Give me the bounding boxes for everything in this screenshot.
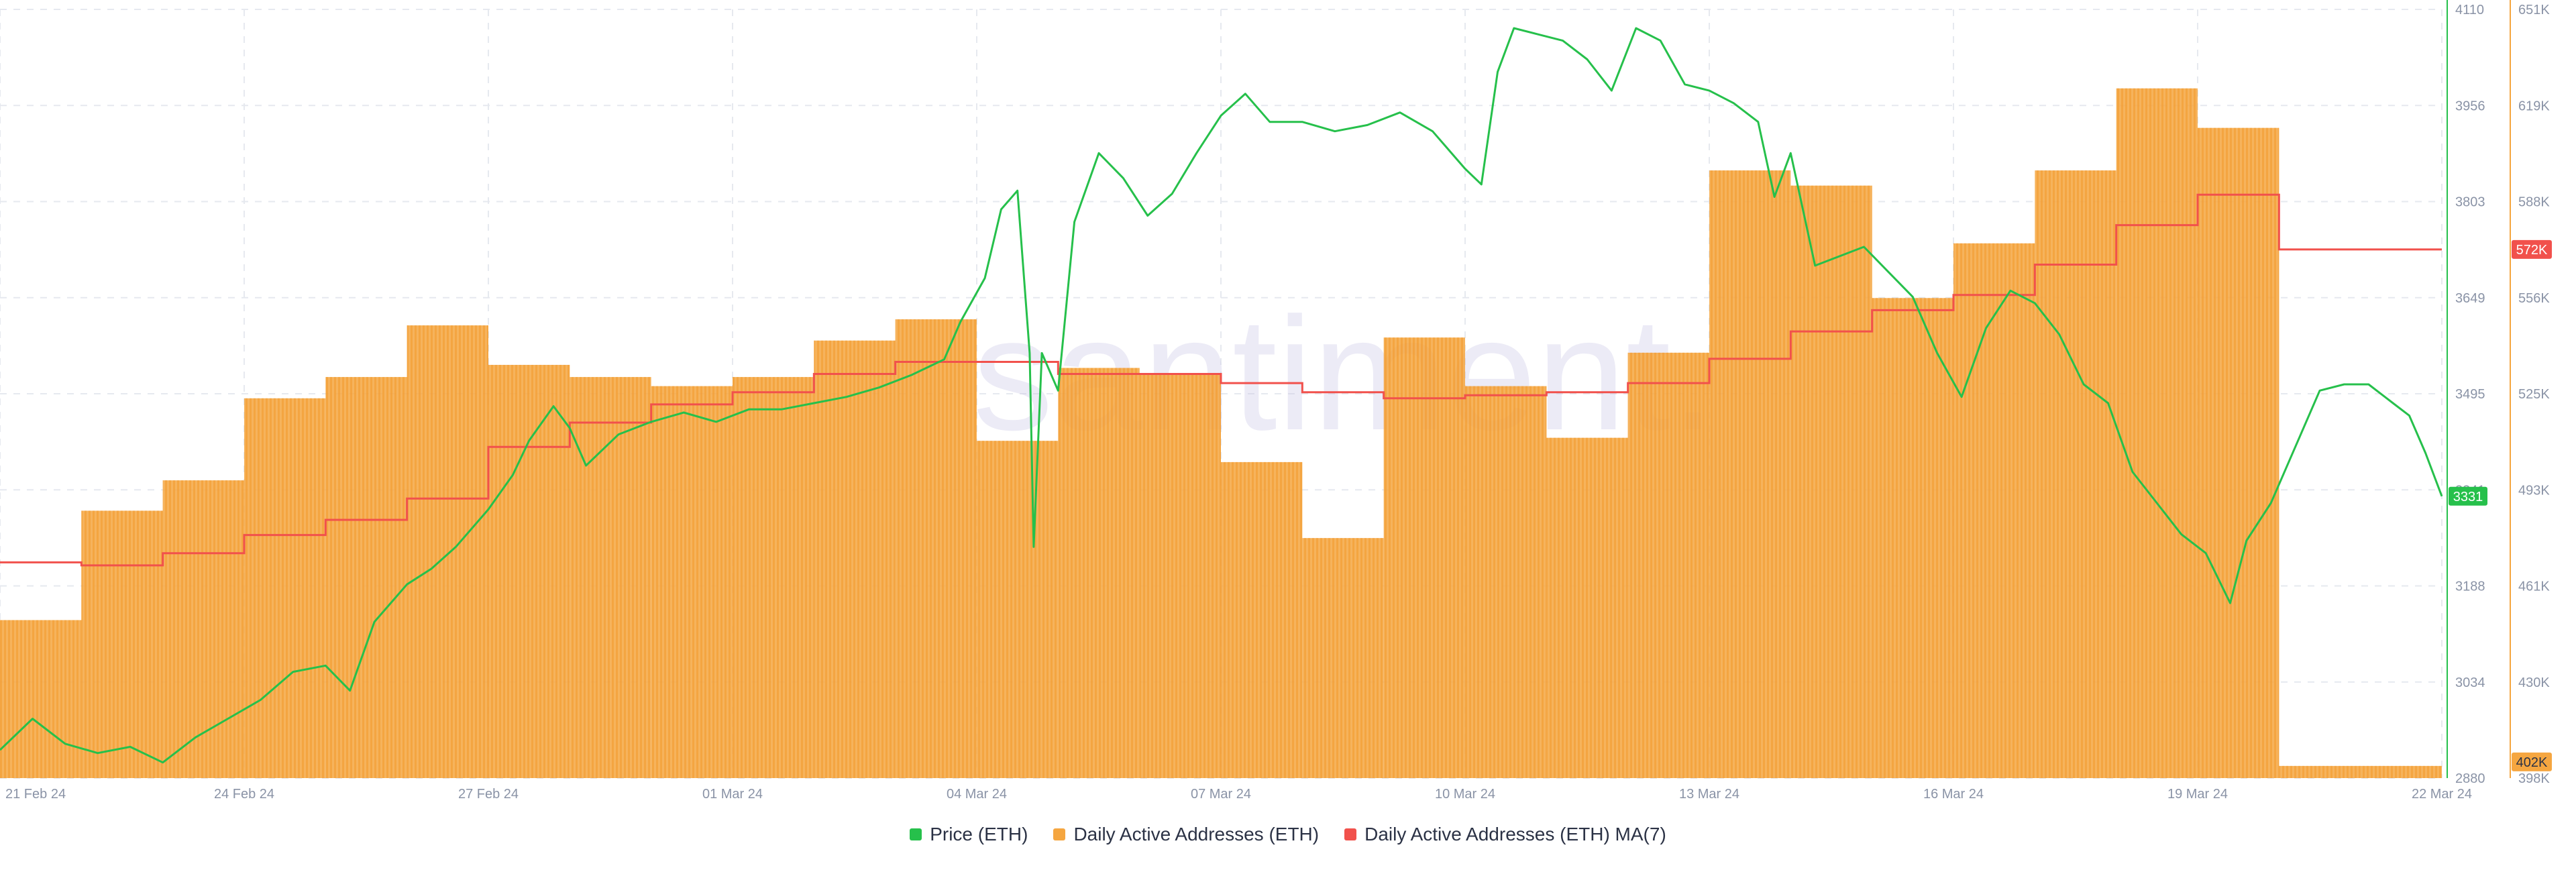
daa-bar-texture <box>325 377 407 778</box>
y-right-tick-label: 493K <box>2518 483 2550 498</box>
y-left-tick-label: 2880 <box>2455 771 2485 786</box>
y-left-tick-label: 3803 <box>2455 195 2485 210</box>
daa-bar-texture <box>733 377 814 778</box>
daa-bar-texture <box>2279 765 2361 778</box>
daa-bar-texture <box>1953 243 2035 779</box>
ma7-last-value-badge-bg <box>2512 239 2552 259</box>
daa-bar-texture <box>1383 337 1465 779</box>
legend-item-price[interactable]: Price (ETH) <box>910 824 1028 845</box>
y-right-tick-label: 556K <box>2518 291 2550 306</box>
daa-bar-texture <box>81 510 163 778</box>
daa-bar-texture <box>1627 352 1709 778</box>
y-right-tick-label: 398K <box>2518 771 2550 786</box>
price-last-value-badge-bg <box>2449 486 2487 506</box>
daa-bar-texture <box>977 441 1059 778</box>
value-badges: 3331 572K 402K <box>2449 239 2552 771</box>
daa-bar-texture <box>407 325 488 778</box>
daily-active-addresses-bars <box>0 88 2442 779</box>
daa-bar-texture <box>1465 386 1547 778</box>
daa-bar-texture <box>244 398 326 778</box>
x-tick-label: 13 Mar 24 <box>1679 787 1739 802</box>
legend-swatch-price <box>910 828 922 840</box>
y-left-tick-label: 3034 <box>2455 675 2485 690</box>
daa-bar-texture <box>1872 298 1953 779</box>
y-right-tick-label: 619K <box>2518 99 2550 113</box>
x-tick-label: 10 Mar 24 <box>1435 787 1495 802</box>
x-tick-label: 24 Feb 24 <box>214 787 274 802</box>
y-right-tick-label: 430K <box>2518 675 2550 690</box>
daa-bar-texture <box>2360 765 2442 778</box>
daa-bar-texture <box>570 377 651 778</box>
y-left-tick-label: 3495 <box>2455 387 2485 402</box>
daa-bar-texture <box>1058 368 1140 778</box>
x-tick-label: 27 Feb 24 <box>458 787 519 802</box>
legend-item-daa[interactable]: Daily Active Addresses (ETH) <box>1053 824 1319 845</box>
legend-swatch-ma7 <box>1344 828 1357 840</box>
x-tick-label: 21 Feb 24 <box>5 787 66 802</box>
daa-bar-texture <box>1790 185 1872 778</box>
daa-bar-texture <box>814 340 896 779</box>
y-right-tick-label: 461K <box>2518 580 2550 594</box>
y-left-tick-label: 3188 <box>2455 580 2485 594</box>
price-last-value-badge: 3331 <box>2453 490 2483 504</box>
daa-bar-texture <box>1139 374 1221 778</box>
y-right-tick-label: 525K <box>2518 387 2550 402</box>
x-tick-label: 22 Mar 24 <box>2412 787 2472 802</box>
daa-bar-texture <box>651 386 733 778</box>
legend: Price (ETH) Daily Active Addresses (ETH)… <box>0 824 2576 845</box>
x-tick-label: 16 Mar 24 <box>1923 787 1984 802</box>
x-tick-label: 04 Mar 24 <box>947 787 1007 802</box>
daa-bar-texture <box>488 364 570 778</box>
daa-last-value-badge-bg <box>2512 752 2552 771</box>
daa-bar-texture <box>1302 538 1384 778</box>
daa-bar-texture <box>2116 88 2198 778</box>
daa-bar-texture <box>1221 461 1303 778</box>
daa-bar-texture <box>2035 170 2116 778</box>
legend-label-ma7: Daily Active Addresses (ETH) MA(7) <box>1364 824 1666 844</box>
daa-bar-texture <box>1709 170 1791 778</box>
x-tick-label: 07 Mar 24 <box>1191 787 1251 802</box>
legend-label-daa: Daily Active Addresses (ETH) <box>1073 824 1320 844</box>
daa-bar-texture <box>895 319 977 779</box>
daa-bar-texture <box>2198 127 2279 778</box>
daa-last-value-badge: 402K <box>2516 755 2548 770</box>
daa-bar-texture <box>1546 437 1628 778</box>
legend-label-price: Price (ETH) <box>930 824 1028 844</box>
x-tick-label: 19 Mar 24 <box>2167 787 2228 802</box>
daa-bar-texture <box>162 480 244 778</box>
y-right-tick-label: 651K <box>2518 3 2550 17</box>
legend-swatch-daa <box>1053 828 1066 840</box>
y-left-tick-label: 3956 <box>2455 99 2485 113</box>
price-line-group <box>0 27 2443 764</box>
x-tick-label: 01 Mar 24 <box>702 787 763 802</box>
legend-item-ma7[interactable]: Daily Active Addresses (ETH) MA(7) <box>1344 824 1666 845</box>
price-line <box>0 27 2443 764</box>
axes: 411039563803364934953341318830342880651K… <box>5 0 2550 802</box>
daa-bar-texture <box>0 620 82 778</box>
y-left-tick-label: 4110 <box>2455 3 2484 17</box>
y-right-tick-label: 588K <box>2518 195 2550 210</box>
ma7-last-value-badge: 572K <box>2516 243 2548 258</box>
y-left-tick-label: 3649 <box>2455 291 2485 306</box>
